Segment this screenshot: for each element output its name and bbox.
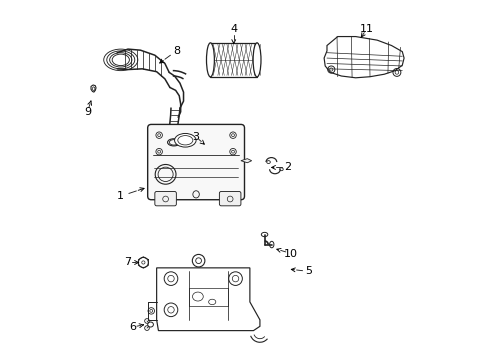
Text: 10: 10 (284, 248, 298, 258)
Polygon shape (324, 37, 403, 78)
Polygon shape (241, 159, 251, 163)
Text: 1: 1 (117, 191, 124, 201)
FancyBboxPatch shape (155, 192, 176, 206)
Text: 3: 3 (192, 132, 199, 142)
Text: 11: 11 (359, 24, 373, 35)
FancyBboxPatch shape (219, 192, 241, 206)
Text: 6: 6 (129, 322, 136, 332)
FancyBboxPatch shape (147, 125, 244, 200)
Text: 4: 4 (230, 24, 237, 35)
Text: 5: 5 (305, 266, 312, 276)
Ellipse shape (206, 43, 214, 77)
Ellipse shape (253, 43, 261, 77)
Text: 9: 9 (84, 107, 91, 117)
Polygon shape (156, 268, 260, 330)
Text: 7: 7 (124, 257, 131, 267)
Ellipse shape (174, 134, 196, 147)
Text: 2: 2 (284, 162, 290, 172)
Text: 8: 8 (172, 46, 180, 56)
